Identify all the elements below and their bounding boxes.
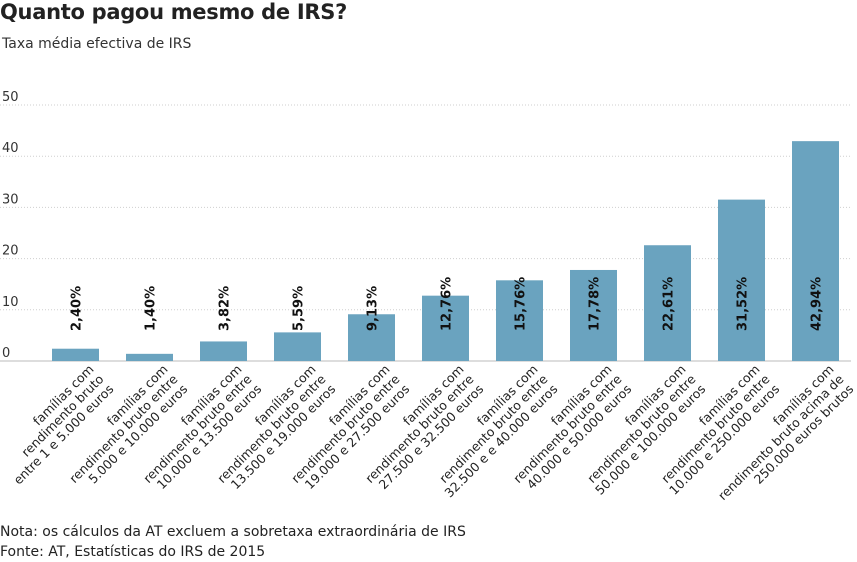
note-text: Nota: os cálculos da AT excluem a sobret… <box>0 524 466 540</box>
bar-value-label: 5,59% <box>292 286 307 331</box>
bar <box>496 280 543 361</box>
bar <box>200 341 247 361</box>
bar-value-label: 17,78% <box>588 277 603 331</box>
bars: 2,40% 1,40% 3,82% 5,59% 9,13% 12,76% 15,76% 17,… <box>52 141 839 361</box>
bar <box>274 332 321 361</box>
bar-value-label: 9,13% <box>366 286 381 331</box>
bar-value-label: 12,76% <box>440 277 455 331</box>
bar <box>718 199 765 361</box>
y-tick-label: 30 <box>2 192 19 207</box>
bar-value-label: 22,61% <box>662 277 677 331</box>
bar <box>422 295 469 361</box>
footnotes: Nota: os cálculos da AT excluem a sobret… <box>0 522 466 562</box>
y-tick-label: 0 <box>2 346 10 361</box>
y-tick-label: 10 <box>2 295 19 310</box>
bar <box>792 141 839 361</box>
category-labels: famílias comrendimento brutoentre 1 e 5.… <box>10 362 856 504</box>
bar <box>348 314 395 361</box>
y-tick-label: 50 <box>2 90 19 105</box>
bar <box>126 353 173 361</box>
bar <box>52 348 99 361</box>
bar <box>570 269 617 361</box>
bar-value-label: 15,76% <box>514 277 529 331</box>
chart-title: Quanto pagou mesmo de IRS? <box>0 0 347 24</box>
bar-value-label: 42,94% <box>810 277 825 331</box>
bar-value-label: 3,82% <box>218 286 233 331</box>
bar-value-label: 31,52% <box>736 277 751 331</box>
y-tick-label: 20 <box>2 244 19 259</box>
source-text: Fonte: AT, Estatísticas do IRS de 2015 <box>0 544 266 560</box>
chart-subtitle: Taxa média efectiva de IRS <box>2 36 192 52</box>
bar <box>644 245 691 361</box>
y-tick-label: 40 <box>2 141 19 156</box>
bar-value-label: 2,40% <box>70 286 85 331</box>
bar-value-label: 1,40% <box>144 286 159 331</box>
bar-chart: 0 10 20 30 40 50 2,40% 1,40% 3,82% 5,59% 9,13% 12,… <box>0 90 856 504</box>
